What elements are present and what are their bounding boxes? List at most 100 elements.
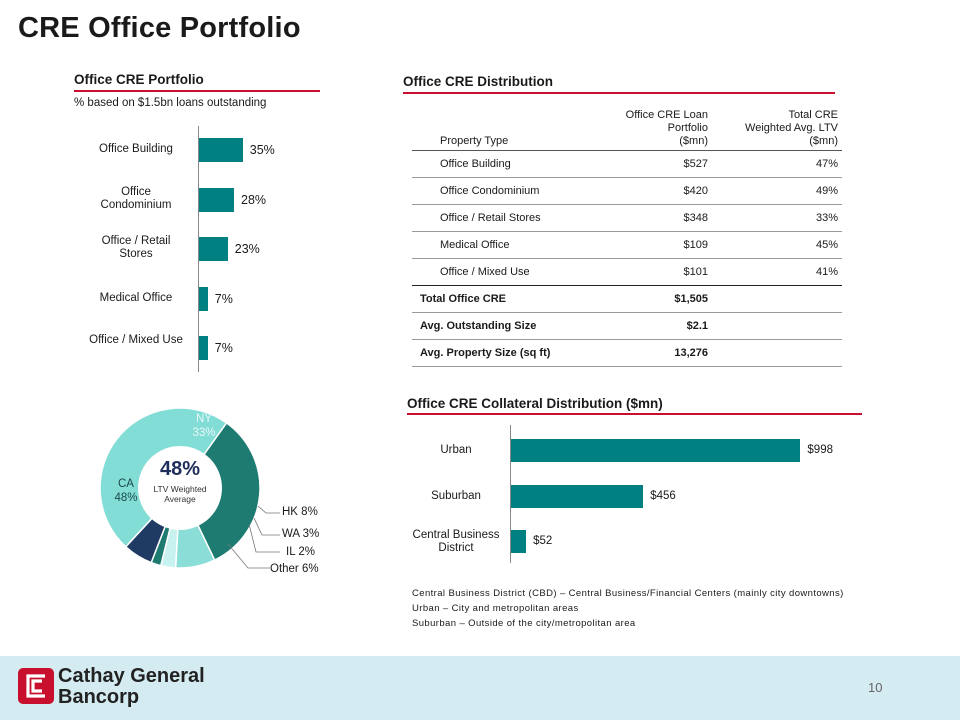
collateral-bar-value: $52 bbox=[533, 535, 553, 547]
portfolio-bar-value: 35% bbox=[249, 143, 275, 157]
header-portfolio: Office CRE Loan Portfolio ($mn) bbox=[602, 104, 712, 150]
portfolio-bar-value: 7% bbox=[214, 341, 233, 355]
header-ltv-line-3: ($mn) bbox=[809, 134, 838, 147]
portfolio-bar-label: Office Building bbox=[99, 143, 173, 155]
donut-center-value: 48% bbox=[159, 458, 201, 480]
geo-donut-chart bbox=[99, 407, 280, 569]
cell-portfolio: $527 bbox=[602, 149, 712, 177]
callout-line-wa bbox=[253, 517, 280, 536]
cell-type: Office Condominium bbox=[412, 176, 602, 204]
portfolio-bar-label: Office / Retail Stores bbox=[101, 235, 171, 260]
collateral-bar-label: Urban bbox=[440, 444, 472, 456]
portfolio-bar-label: Office / Mixed Use bbox=[89, 334, 183, 346]
brand-name-line-2: Bancorp bbox=[58, 686, 140, 708]
collateral-title: Office CRE Collateral Distribution ($mn) bbox=[407, 396, 663, 411]
callout-line-hk bbox=[257, 505, 280, 514]
cell-type: Office / Retail Stores bbox=[412, 203, 602, 231]
avg-property-empty bbox=[712, 338, 842, 367]
avg-size-value: $2.1 bbox=[602, 311, 712, 339]
cathay-logo-icon bbox=[18, 668, 54, 704]
collateral-bar-label: Suburban bbox=[431, 489, 481, 502]
cell-portfolio: $109 bbox=[602, 230, 712, 258]
collateral-bar-value: $998 bbox=[807, 444, 833, 456]
header-property-type: Property Type bbox=[440, 134, 509, 147]
avg-size-empty bbox=[712, 311, 842, 339]
distribution-table: Property Type Office CRE Loan Portfolio … bbox=[412, 104, 842, 367]
cell-ltv: 45% bbox=[712, 230, 842, 258]
cell-ltv: 49% bbox=[712, 176, 842, 204]
donut-center-label-line-1: LTV Weighted bbox=[153, 484, 207, 494]
avg-property-label: Avg. Property Size (sq ft) bbox=[412, 338, 602, 367]
collateral-axis bbox=[510, 425, 511, 563]
portfolio-bar bbox=[199, 237, 228, 261]
portfolio-bar-value: 28% bbox=[241, 192, 267, 207]
table-row-avg-property: Avg. Property Size (sq ft) 13,276 bbox=[412, 338, 842, 367]
portfolio-bar-value: 23% bbox=[234, 242, 260, 256]
donut-label-ny-value: 33% bbox=[192, 427, 216, 439]
donut-center-label-line-2: Average bbox=[164, 494, 196, 504]
portfolio-title: Office CRE Portfolio bbox=[74, 72, 204, 87]
portfolio-bar bbox=[199, 138, 243, 162]
donut-center-label: LTV Weighted Average bbox=[140, 484, 220, 504]
brand-name-line-1: Cathay General bbox=[58, 665, 205, 687]
cell-portfolio: $420 bbox=[602, 176, 712, 204]
callout-wa: WA 3% bbox=[282, 528, 320, 540]
callout-il: IL 2% bbox=[286, 546, 315, 558]
header-ltv-line-1: Total CRE bbox=[788, 108, 838, 121]
cell-ltv: 41% bbox=[712, 257, 842, 285]
total-value: $1,505 bbox=[602, 284, 712, 312]
portfolio-bar bbox=[199, 336, 208, 360]
avg-size-label: Avg. Outstanding Size bbox=[412, 311, 602, 339]
table-row: Office / Mixed Use $101 41% bbox=[412, 257, 842, 285]
donut-label-ca: CA 48% bbox=[106, 477, 146, 505]
collateral-bar-value: $456 bbox=[650, 489, 676, 502]
collateral-bar-label: Central Business District bbox=[412, 529, 500, 554]
cell-ltv: 33% bbox=[712, 203, 842, 231]
callout-other: Other 6% bbox=[270, 563, 319, 575]
callout-line-il bbox=[248, 523, 280, 553]
callout-hk: HK 8% bbox=[282, 506, 318, 518]
collateral-bar bbox=[511, 484, 644, 508]
total-label: Total Office CRE bbox=[412, 284, 602, 312]
note-urban: Urban – City and metropolitan areas bbox=[412, 603, 579, 614]
table-row: Office / Retail Stores $348 33% bbox=[412, 203, 842, 231]
portfolio-bar-label: Office Condominium bbox=[100, 185, 172, 211]
portfolio-bar-value: 7% bbox=[214, 291, 233, 306]
table-row-avg-size: Avg. Outstanding Size $2.1 bbox=[412, 311, 842, 339]
collateral-bar bbox=[511, 439, 801, 462]
donut-label-ca-name: CA bbox=[118, 478, 134, 490]
callout-line-other bbox=[227, 543, 270, 569]
collateral-notes: Central Business District (CBD) – Centra… bbox=[412, 586, 844, 631]
collateral-title-underline bbox=[407, 413, 862, 415]
donut-label-ny-name: NY bbox=[196, 413, 212, 425]
cell-portfolio: $101 bbox=[602, 257, 712, 285]
cell-portfolio: $348 bbox=[602, 203, 712, 231]
donut-hole bbox=[138, 446, 222, 530]
portfolio-bar bbox=[199, 286, 208, 311]
header-portfolio-line-3: ($mn) bbox=[679, 134, 708, 147]
header-ltv-line-2: Weighted Avg. LTV bbox=[745, 121, 838, 134]
collateral-bar bbox=[511, 530, 527, 553]
cell-type: Medical Office bbox=[412, 230, 602, 258]
table-row: Office Condominium $420 49% bbox=[412, 176, 842, 204]
page-title: CRE Office Portfolio bbox=[18, 12, 301, 44]
cell-ltv: 47% bbox=[712, 149, 842, 177]
page-number: 10 bbox=[868, 680, 883, 695]
table-row: Office Building $527 47% bbox=[412, 149, 842, 177]
portfolio-subtitle: % based on $1.5bn loans outstanding bbox=[74, 97, 267, 109]
donut-label-ca-value: 48% bbox=[114, 492, 138, 504]
note-suburban: Suburban – Outside of the city/metropoli… bbox=[412, 618, 636, 629]
portfolio-bar bbox=[199, 187, 234, 212]
portfolio-bar-label: Medical Office bbox=[99, 291, 173, 304]
total-empty bbox=[712, 284, 842, 312]
portfolio-title-underline bbox=[74, 90, 320, 92]
avg-property-value: 13,276 bbox=[602, 338, 712, 367]
portfolio-axis bbox=[198, 126, 199, 372]
cell-type: Office Building bbox=[412, 149, 602, 177]
distribution-title-underline bbox=[403, 92, 835, 94]
brand-name: Cathay General Bancorp bbox=[58, 666, 205, 708]
table-row: Medical Office $109 45% bbox=[412, 230, 842, 258]
header-ltv: Total CRE Weighted Avg. LTV ($mn) bbox=[712, 104, 842, 150]
footer-bar bbox=[0, 656, 960, 720]
distribution-title: Office CRE Distribution bbox=[403, 74, 554, 89]
